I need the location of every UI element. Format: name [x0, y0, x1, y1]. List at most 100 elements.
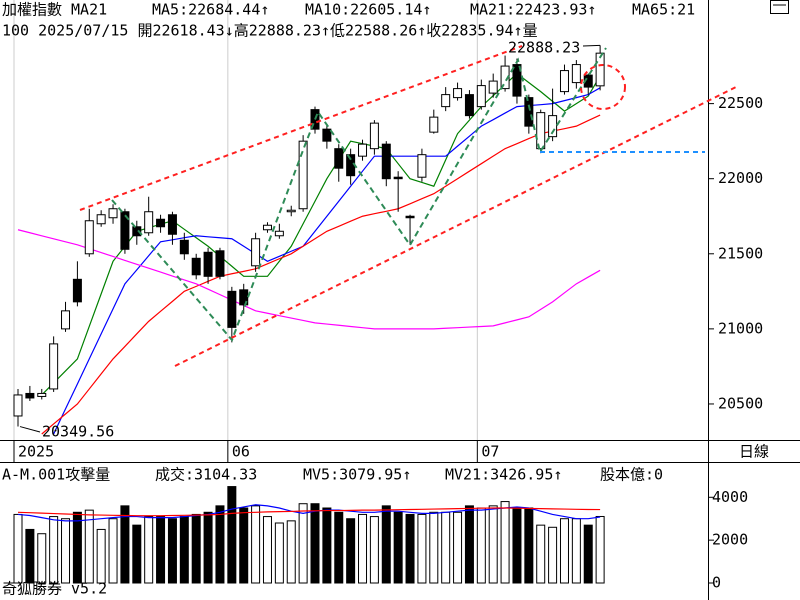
volume-bar: [429, 511, 439, 584]
candle-body: [49, 343, 59, 390]
volume-bar: [476, 507, 486, 584]
volume-bar: [548, 526, 558, 584]
volume-bar: [334, 511, 344, 584]
volume-bar: [179, 516, 189, 584]
volume-bar: [203, 511, 213, 584]
window-button[interactable]: [770, 0, 789, 14]
volume-bar: [25, 528, 35, 584]
volume-bar: [595, 515, 605, 584]
volume-title: A-M.001攻擊量: [2, 466, 110, 484]
candle-body: [322, 128, 332, 142]
wave-line: [111, 47, 607, 342]
volume-bar: [239, 507, 249, 584]
candle-body: [144, 211, 154, 234]
candle-body: [262, 224, 272, 231]
y-tick-label: 21000: [718, 319, 763, 337]
candle-body: [595, 52, 605, 87]
candle-body: [37, 392, 47, 397]
volume-bar: [286, 520, 296, 584]
header: 加權指數 MA21 MA5:22684.44↑ MA10:22605.14↑ M…: [2, 1, 695, 40]
candle-body: [251, 238, 261, 267]
header-title: 加權指數 MA21: [2, 1, 107, 19]
volume-bar: [262, 516, 272, 584]
volume-bar: [49, 516, 59, 584]
ma-line: [17, 229, 601, 330]
volume-bar: [417, 513, 427, 584]
volume-bar: [13, 513, 23, 584]
volume-bar: [559, 518, 569, 584]
candle-body: [84, 220, 94, 255]
volume-bar: [274, 522, 284, 584]
candle-body: [464, 94, 474, 117]
y-tick-label: 2000: [712, 531, 748, 549]
x-tick-label: 07: [481, 443, 499, 461]
volume-bar: [96, 528, 106, 584]
candle-body: [405, 215, 415, 219]
volume-bar: [108, 518, 118, 584]
volume-bar: [191, 513, 201, 584]
volume-bar: [298, 503, 308, 584]
trend-annotations: [79, 45, 739, 367]
candle-body: [571, 64, 581, 84]
candle-body: [191, 257, 201, 276]
volume-stat: MV5:3079.95↑: [303, 466, 411, 484]
candle-body: [203, 251, 213, 277]
ma-line: [53, 87, 601, 435]
x-tick-label: 2025: [18, 443, 54, 461]
candle-body: [441, 94, 451, 108]
channel-upper: [79, 45, 523, 211]
candle-body: [274, 230, 284, 237]
y-tick-label: 22500: [718, 94, 763, 112]
volume-ma-line: [17, 507, 601, 517]
volume-stat: 成交:3104.33: [155, 466, 257, 484]
volume-bar: [488, 505, 498, 584]
candle-body: [559, 70, 569, 93]
header-ma: MA10:22605.14↑: [305, 1, 431, 19]
volume-bar: [464, 505, 474, 584]
candle-body: [358, 143, 368, 157]
header-ma: MA5:22684.44↑: [152, 1, 269, 19]
header-ma: MA21:22423.93↑: [470, 1, 596, 19]
candle-body: [132, 226, 142, 237]
high-leader: [582, 44, 601, 47]
candle-body: [156, 218, 166, 228]
volume-bar: [61, 518, 71, 584]
header-quote: 100 2025/07/15 開22618.43↓高22888.23↑低2258…: [2, 22, 538, 40]
volume-bar: [405, 513, 415, 584]
volume-bar: [132, 524, 142, 584]
volume-bar: [37, 533, 47, 584]
y-tick-label: 0: [712, 574, 721, 592]
volume-bar: [571, 518, 581, 584]
y-tick-label: 21500: [718, 244, 763, 262]
low-label: 20349.56: [42, 423, 114, 441]
candle-body: [13, 394, 23, 417]
volume-stat: MV21:3426.95↑: [445, 466, 562, 484]
candle-body: [72, 278, 82, 303]
volume-stat: 股本億:0: [600, 466, 663, 484]
candle-body: [298, 140, 308, 210]
candle-body: [227, 290, 237, 328]
candle-body: [488, 80, 498, 94]
candle-body: [286, 209, 296, 213]
candle-body: [453, 88, 463, 99]
volume-bar: [369, 516, 379, 584]
candle-body: [381, 143, 391, 180]
candle-body: [429, 116, 439, 133]
volume-bar: [524, 507, 534, 584]
candle-body: [179, 239, 189, 255]
volume-bar: [156, 516, 166, 584]
candle-body: [167, 214, 177, 235]
candle-body: [500, 65, 510, 90]
candle-body: [393, 176, 403, 180]
volume-bar: [500, 501, 510, 584]
period-label[interactable]: 日線: [739, 443, 769, 461]
volume-bar: [381, 505, 391, 584]
candle-body: [524, 97, 534, 127]
candle-body: [96, 214, 106, 225]
candle-body: [548, 115, 558, 138]
candle-body: [25, 392, 35, 399]
volume-bar: [251, 505, 261, 584]
candle-body: [536, 112, 546, 150]
high-label: 22888.23: [508, 39, 580, 57]
